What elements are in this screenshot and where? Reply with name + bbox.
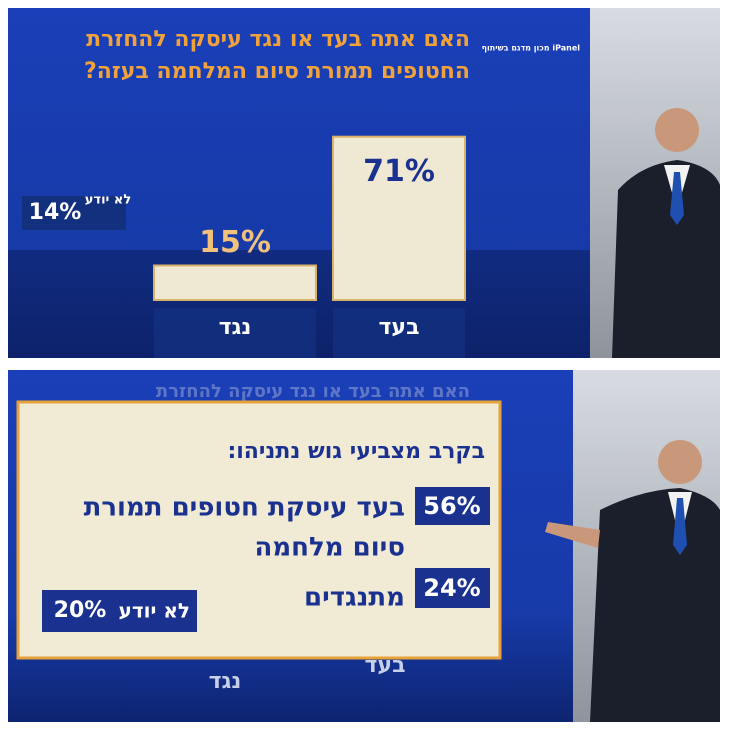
- item-text: סיום מלחמה: [255, 533, 406, 563]
- dont-know-label: לא יודע: [119, 599, 190, 623]
- item-value: 24%: [423, 574, 480, 602]
- bar: [332, 135, 466, 301]
- faded-title: האם אתה בעד או נגד עיסקה להחזרת: [156, 381, 470, 402]
- chart-title: החטופים תמורת סיום המלחמה בעזה?: [84, 59, 470, 84]
- item-text: מתנגדים: [304, 583, 405, 613]
- category-band: [154, 308, 316, 358]
- presenter: [612, 108, 720, 358]
- category-label: בעד: [364, 653, 405, 678]
- category-label: נגד: [209, 669, 242, 694]
- dont-know-value: 14%: [29, 200, 82, 225]
- source: iPanel מכון מדגם בשיתוף: [482, 44, 581, 53]
- x-tick-label: נגד: [219, 315, 252, 340]
- value-label: 15%: [199, 225, 271, 260]
- panel-header: בקרב מצביעי גוש נתניהו:: [227, 439, 485, 464]
- bar: [153, 264, 317, 301]
- dont-know-value: 20%: [54, 598, 107, 623]
- x-tick-label: בעד: [378, 315, 419, 340]
- presenter: [545, 440, 720, 722]
- dont-know-box: [22, 196, 126, 230]
- dont-know-label: לא יודע: [85, 193, 131, 208]
- value-label: 71%: [363, 154, 435, 189]
- item-text: בעד עיסקת חטופים תמורת: [84, 493, 405, 523]
- value-box: [415, 568, 490, 608]
- category-band: [333, 308, 465, 358]
- top-chart: iPanel מכון מדגם בשיתוף האם אתה בעד או נ…: [22, 27, 580, 358]
- value-box: [415, 487, 490, 525]
- dont-know-box: [42, 590, 197, 632]
- item-value: 56%: [423, 492, 480, 520]
- chart-title: האם אתה בעד או נגד עיסקה להחזרת: [86, 27, 470, 52]
